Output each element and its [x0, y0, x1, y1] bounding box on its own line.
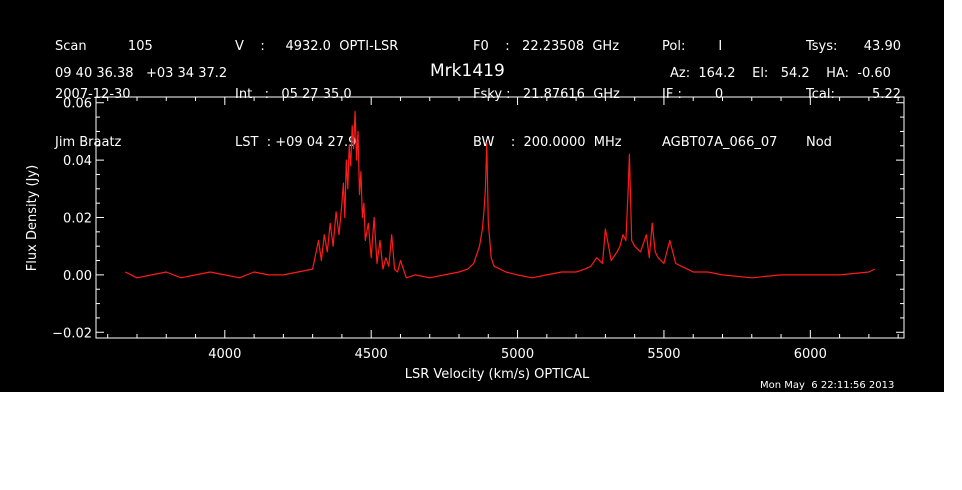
timestamp: Mon May 6 22:11:56 2013 [760, 380, 895, 391]
if-number: IF : 0 [662, 87, 724, 102]
integration-time: Int : 05 27 35.0 [235, 87, 352, 102]
project-id: AGBT07A_066_07 [662, 135, 778, 150]
y-tick-label: 0.04 [63, 154, 92, 169]
plot-frame [95, 96, 905, 339]
tcal-label: Tcal: [806, 87, 835, 102]
bandwidth: BW : 200.0000 MHz [473, 135, 622, 150]
polarization: Pol: I [662, 39, 723, 54]
y-tick-label: 0.00 [63, 269, 92, 284]
x-tick-label: 4500 [355, 347, 388, 362]
y-axis-ticks: −0.02 0.00 0.02 0.04 0.06 [52, 97, 904, 341]
tsys-label: Tsys: [806, 39, 838, 54]
header-col-polarization: Pol: I IF : 0 AGBT07A_066_07 [662, 7, 777, 183]
header-col-velocity: V : 4932.0 OPTI-LSR Int : 05 27 35.0 LST… [235, 7, 398, 183]
switching-mode: Nod [806, 135, 832, 150]
rest-frequency: F0 : 22.23508 GHz [473, 39, 620, 54]
header-col-scan: Scan 105 2007-12-30 Jim Braatz [55, 7, 153, 183]
x-tick-label: 5000 [501, 347, 534, 362]
spectrum-trace-group [125, 110, 875, 279]
observer-name: Jim Braatz [55, 135, 122, 150]
pointing-readout: Az: 164.2 El: 54.2 HA: -0.60 [670, 66, 891, 81]
y-tick-label: −0.02 [52, 326, 92, 341]
y-axis-label: Flux Density (Jy) [25, 165, 40, 271]
sky-frequency: Fsky : 21.87616 GHz [473, 87, 620, 102]
header-col-frequency: F0 : 22.23508 GHz Fsky : 21.87616 GHz BW… [473, 7, 622, 183]
x-tick-label: 5500 [647, 347, 680, 362]
y-tick-label: 0.06 [63, 97, 92, 112]
y-tick-label: 0.02 [63, 212, 92, 227]
x-axis-ticks: 4000 4500 5000 5500 6000 [107, 97, 899, 362]
spectrum-chart: 4000 4500 5000 5500 6000 −0.02 0.00 0.02 0.04 0.… [25, 96, 905, 382]
spectrum-trace [125, 110, 875, 279]
plot-panel: Scan 105 2007-12-30 Jim Braatz V : 4932.… [0, 0, 944, 392]
tcal-value: 5.22 [872, 87, 901, 102]
x-tick-label: 6000 [794, 347, 827, 362]
x-tick-label: 4000 [208, 347, 241, 362]
velocity-readout: V : 4932.0 OPTI-LSR [235, 39, 399, 54]
observation-date: 2007-12-30 [55, 87, 131, 102]
x-axis-label: LSR Velocity (km/s) OPTICAL [405, 367, 590, 382]
header-col-system: Tsys: Tcal: Nod [806, 7, 837, 183]
source-coordinates: 09 40 36.38 +03 34 37.2 [55, 66, 228, 81]
header-col-system-values: 43.90 5.22 [846, 7, 901, 135]
scan-number: Scan 105 [55, 39, 153, 54]
tsys-value: 43.90 [863, 39, 901, 54]
source-name: Mrk1419 [430, 61, 505, 81]
